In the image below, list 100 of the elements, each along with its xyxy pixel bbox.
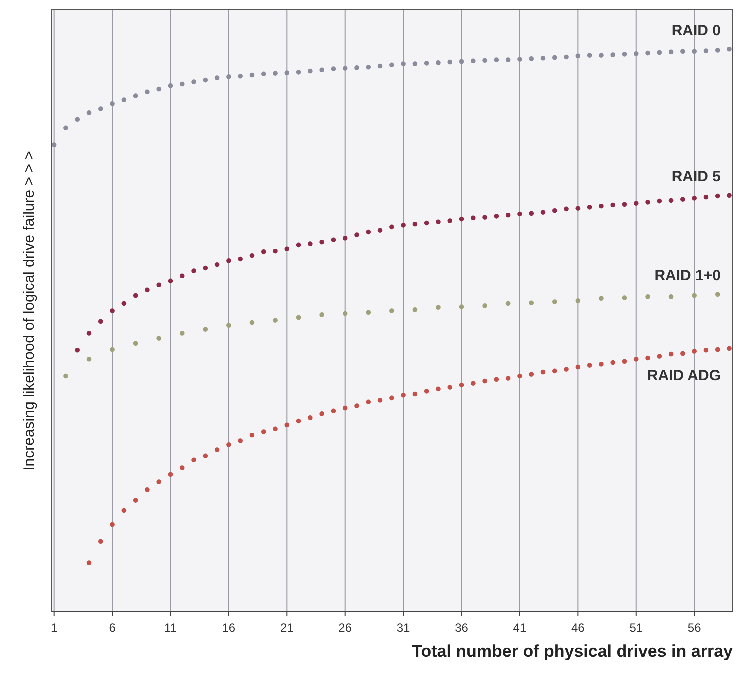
point [122,508,127,514]
x-tick-label: 46 [571,621,586,635]
point [75,117,80,122]
point [273,71,278,76]
point [704,48,709,54]
point [599,53,604,58]
point [506,376,511,381]
point [342,406,348,411]
point [622,52,628,57]
point [180,466,185,470]
point [133,94,138,98]
point [610,360,616,366]
point [86,331,92,336]
point [436,220,441,224]
point [412,222,418,227]
point [331,66,336,72]
point [308,416,313,420]
point [471,381,476,386]
x-tick-label: 21 [280,621,294,635]
point [529,56,534,62]
point [459,59,464,64]
point [715,347,720,352]
point [622,202,628,208]
point [634,51,639,56]
point [238,256,243,262]
point [646,294,650,300]
point [610,52,616,58]
point [75,348,80,353]
point [390,62,394,68]
point [168,472,174,478]
x-tick-label: 31 [396,621,411,635]
point [576,298,581,304]
point [634,201,639,206]
point [320,312,324,318]
point [354,404,360,408]
point [261,250,266,254]
point [599,204,604,209]
point [156,282,162,288]
point [226,74,232,80]
point [156,336,162,341]
point [622,359,628,364]
point [110,102,115,106]
point [459,304,464,310]
point [110,308,115,314]
point [436,60,441,66]
point [296,315,302,320]
point [378,64,383,69]
point [98,539,104,544]
point [145,90,150,95]
point [727,193,732,198]
point [436,305,441,310]
point [518,57,522,62]
point [250,432,255,438]
point [133,293,138,298]
point [156,480,162,484]
point [214,76,220,80]
point [692,293,697,298]
point [192,80,196,84]
point [436,386,441,392]
point [680,351,686,356]
point [412,392,418,397]
point [680,49,686,54]
point [296,70,302,75]
point [214,262,220,268]
series-label: RAID 0 [672,22,721,40]
point [610,202,616,208]
point [110,347,115,352]
point [715,48,720,53]
point [704,194,709,200]
point [273,426,278,432]
point [122,98,127,102]
point [482,304,488,308]
point [296,418,302,424]
point [552,55,558,60]
point [704,348,709,353]
x-tick-label: 56 [688,621,702,635]
point [576,206,581,211]
point [52,142,57,148]
point [203,327,208,332]
point [657,198,662,204]
y-axis-title: Increasing likelihood of logical drive failure > > > [21,150,38,471]
point [156,86,162,92]
point [529,300,534,306]
point [494,377,500,382]
point [296,242,302,248]
point [261,72,266,77]
point [482,215,488,220]
point [424,220,430,226]
point [680,197,686,202]
point [459,216,464,222]
point [599,362,604,367]
point [226,323,232,328]
point [692,49,697,54]
point [378,398,383,403]
point [587,53,592,58]
x-tick-label: 16 [222,621,236,635]
point [133,498,138,503]
series-label: RAID 5 [672,168,721,186]
point [424,61,430,66]
point [320,68,324,73]
